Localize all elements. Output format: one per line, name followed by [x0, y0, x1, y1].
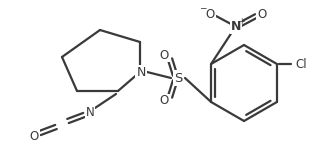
- Text: O: O: [205, 8, 215, 20]
- Text: N: N: [231, 20, 241, 32]
- Text: O: O: [29, 129, 39, 143]
- Text: O: O: [159, 48, 168, 61]
- Text: −: −: [199, 4, 207, 12]
- Text: N: N: [136, 65, 146, 79]
- Text: +: +: [238, 16, 244, 25]
- Text: Cl: Cl: [295, 57, 307, 71]
- Text: S: S: [174, 72, 182, 84]
- Text: O: O: [159, 95, 168, 108]
- Text: O: O: [257, 8, 267, 20]
- Text: N: N: [85, 105, 94, 119]
